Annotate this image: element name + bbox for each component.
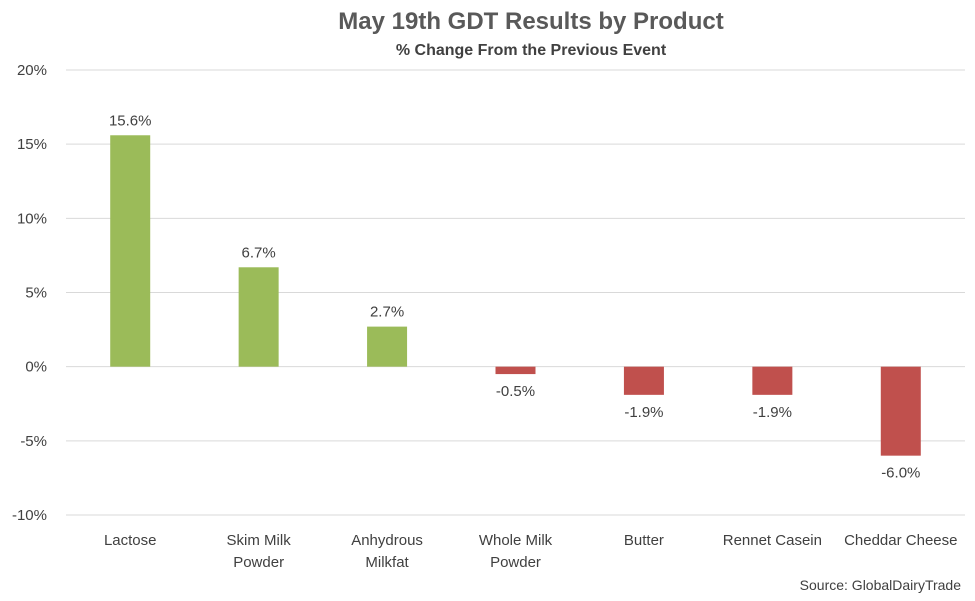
data-label: 2.7% — [370, 304, 404, 321]
bar — [238, 267, 279, 367]
bar — [367, 326, 408, 367]
chart-subtitle: % Change From the Previous Event — [395, 42, 667, 59]
x-tick-label: Cheddar Cheese — [844, 532, 957, 549]
bar — [110, 135, 151, 367]
data-label: -1.9% — [624, 404, 663, 421]
source-note: Source: GlobalDairyTrade — [799, 577, 961, 593]
bar — [623, 366, 664, 395]
bar — [752, 366, 793, 395]
y-tick-label: 0% — [25, 359, 47, 376]
x-tick-label: Butter — [624, 532, 664, 549]
y-tick-label: -5% — [20, 433, 47, 450]
bar — [495, 366, 536, 375]
y-tick-label: 10% — [17, 210, 47, 227]
y-tick-label: 5% — [25, 285, 47, 302]
data-label: -0.5% — [496, 383, 535, 400]
x-tick-label: Lactose — [104, 532, 157, 549]
x-tick-label: Powder — [233, 554, 284, 571]
bar — [880, 366, 921, 456]
x-tick-label: Whole Milk — [479, 532, 553, 549]
x-tick-label: Powder — [490, 554, 541, 571]
x-tick-label: Rennet Casein — [723, 532, 822, 549]
x-tick-label: Anhydrous — [351, 532, 423, 549]
data-label: -6.0% — [881, 465, 920, 482]
y-tick-label: 20% — [17, 62, 47, 79]
data-label: 15.6% — [109, 112, 152, 129]
data-label: 6.7% — [242, 244, 276, 261]
y-tick-label: -10% — [12, 507, 47, 524]
x-tick-label: Skim Milk — [227, 532, 292, 549]
chart-title: May 19th GDT Results by Product — [338, 8, 724, 35]
x-tick-label: Milkfat — [365, 554, 409, 571]
data-label: -1.9% — [753, 404, 792, 421]
y-tick-label: 15% — [17, 136, 47, 153]
